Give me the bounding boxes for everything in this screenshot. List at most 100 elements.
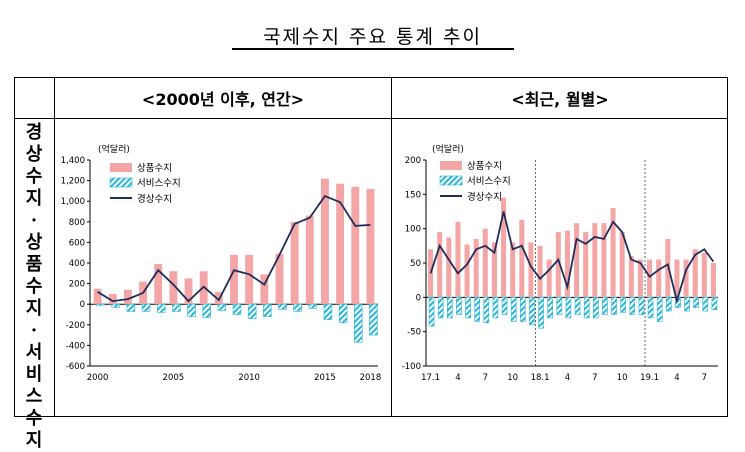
goods-bar bbox=[230, 254, 238, 305]
goods-bar bbox=[501, 197, 507, 298]
y-tick-label: 800 bbox=[69, 218, 85, 228]
page-title: 국제수지 주요 통계 추이 bbox=[263, 26, 482, 48]
row-label: 경 상 수 지 · 상 품 수 지 · 서 비 스 수 지 bbox=[14, 122, 54, 452]
row-label-char: · bbox=[30, 210, 38, 231]
services-bar bbox=[96, 303, 105, 306]
current-account-line bbox=[429, 211, 715, 305]
services-bar bbox=[141, 303, 151, 312]
services-bar bbox=[565, 297, 572, 319]
x-tick-label: 4 bbox=[565, 373, 570, 383]
legend-current-label: 경상수지 bbox=[137, 193, 172, 205]
annual-chart: -600 -400 -200 0 200 400 600 800 1,000 1,200 1,400… bbox=[61, 143, 382, 383]
services-bar bbox=[247, 303, 257, 319]
services-bar bbox=[574, 297, 581, 315]
services-bar bbox=[126, 303, 136, 312]
services-bar bbox=[638, 297, 645, 315]
goods-bar bbox=[169, 271, 178, 305]
services-bar bbox=[602, 297, 608, 315]
x-tick-label: 10 bbox=[617, 373, 628, 383]
goods-bar bbox=[528, 242, 534, 298]
unit-label: (억달러) bbox=[432, 143, 464, 155]
y-tick-label: -50 bbox=[407, 328, 421, 338]
goods-bar bbox=[482, 228, 488, 298]
y-tick-label: 1,200 bbox=[61, 177, 85, 187]
goods-bar bbox=[214, 291, 223, 305]
header-divider bbox=[14, 118, 728, 119]
y-tick-label: 1,000 bbox=[61, 197, 85, 207]
goods-bar bbox=[437, 232, 443, 298]
x-tick-label: 7 bbox=[702, 373, 707, 383]
goods-bar bbox=[583, 232, 589, 298]
services-bar bbox=[711, 297, 718, 310]
x-tick-label: 2018 bbox=[360, 373, 382, 383]
services-bar bbox=[666, 297, 672, 312]
goods-bar bbox=[473, 238, 479, 298]
goods-bar bbox=[637, 259, 643, 298]
goods-bar bbox=[260, 274, 269, 305]
y-tick-label: 200 bbox=[69, 280, 85, 290]
services-bar bbox=[620, 297, 626, 313]
goods-bar bbox=[710, 263, 716, 298]
row-label-char: 비 bbox=[25, 364, 43, 385]
legend-services-label: 서비스수지 bbox=[467, 176, 511, 187]
monthly-chart: -100 -50 0 50 100 150 200 (억달러) 17.1 4 7 10 18.1 4 7 10… bbox=[402, 143, 718, 383]
goods-bar bbox=[336, 183, 345, 305]
goods-bar bbox=[537, 245, 543, 298]
services-bar bbox=[293, 303, 302, 312]
services-bar bbox=[529, 297, 535, 326]
goods-bar bbox=[610, 208, 616, 298]
row-label-char: · bbox=[30, 320, 38, 341]
legend-services-swatch bbox=[439, 175, 463, 186]
services-bar bbox=[593, 297, 599, 319]
goods-bar bbox=[574, 223, 580, 298]
current-account-line bbox=[97, 194, 371, 303]
x-tick-label: 18.1 bbox=[531, 373, 550, 383]
services-bar bbox=[547, 297, 553, 319]
services-bar bbox=[520, 297, 526, 322]
goods-bar bbox=[692, 249, 698, 298]
y-tick-label: 600 bbox=[69, 238, 85, 248]
y-tick-label: 1,400 bbox=[61, 156, 85, 166]
legend-goods-swatch bbox=[440, 161, 462, 170]
row-label-char: 지 bbox=[25, 430, 43, 451]
legend-goods-swatch bbox=[110, 163, 132, 172]
x-tick-label: 2010 bbox=[238, 373, 260, 383]
x-tick-label: 17.1 bbox=[421, 373, 440, 383]
services-bar bbox=[156, 303, 166, 313]
services-bar bbox=[556, 297, 563, 315]
goods-bar bbox=[108, 293, 117, 305]
row-label-char: 수 bbox=[25, 276, 43, 297]
x-tick-label: 2005 bbox=[163, 373, 185, 383]
goods-bar bbox=[245, 254, 254, 305]
goods-bar bbox=[564, 230, 570, 298]
services-bar bbox=[447, 297, 453, 319]
goods-bar bbox=[290, 221, 299, 305]
goods-bar bbox=[123, 289, 132, 305]
x-tick-label: 7 bbox=[483, 373, 488, 383]
goods-bar bbox=[366, 188, 375, 305]
y-tick-label: 0 bbox=[416, 293, 421, 303]
goods-bar bbox=[446, 237, 452, 298]
services-bar bbox=[538, 297, 544, 329]
row-label-char: 경 bbox=[25, 122, 43, 143]
goods-bar bbox=[656, 259, 662, 298]
row-label-char: 지 bbox=[25, 298, 43, 319]
services-bar bbox=[369, 303, 378, 336]
services-bar bbox=[437, 297, 444, 319]
goods-bar bbox=[674, 259, 680, 298]
row-label-char: 수 bbox=[25, 166, 43, 187]
column-divider-middle bbox=[391, 77, 392, 417]
goods-bar bbox=[275, 253, 284, 305]
services-bar bbox=[187, 303, 196, 317]
x-tick-label: 4 bbox=[674, 373, 679, 383]
services-bar bbox=[611, 297, 617, 315]
x-tick-label: 7 bbox=[592, 373, 597, 383]
services-bar bbox=[323, 303, 333, 320]
legend-services-swatch bbox=[109, 177, 133, 188]
services-bar bbox=[656, 297, 663, 322]
services-bar bbox=[428, 297, 435, 327]
goods-bar bbox=[184, 278, 193, 305]
services-bar bbox=[647, 297, 654, 319]
goods-bar bbox=[464, 244, 470, 298]
services-bar bbox=[483, 297, 490, 324]
